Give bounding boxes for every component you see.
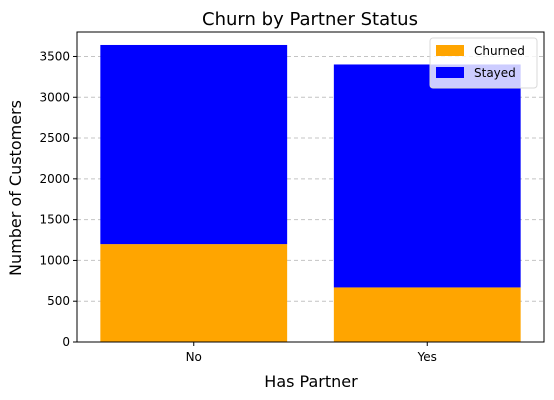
legend-swatch-stayed: [436, 67, 464, 78]
x-tick-label-1: Yes: [417, 350, 437, 364]
legend-swatch-churned: [436, 45, 464, 56]
x-axis-title: Has Partner: [264, 372, 358, 391]
y-tick-label-4: 2000: [39, 172, 70, 186]
y-tick-label-5: 2500: [39, 131, 70, 145]
legend-label-churned: Churned: [474, 44, 525, 58]
bars-layer: [100, 44, 521, 342]
plot-frame: [76, 31, 545, 343]
y-tick-label-7: 3500: [39, 49, 70, 63]
legend-label-stayed: Stayed: [474, 66, 516, 80]
y-tick-label-0: 0: [62, 335, 70, 349]
y-tick-label-6: 3000: [39, 90, 70, 104]
y-tick-label-2: 1000: [39, 253, 70, 267]
bar-no-stayed: [100, 44, 288, 245]
y-axis: 0 500 1000 1500 2000 2500 3000 3500: [39, 49, 77, 349]
legend: Churned Stayed: [429, 37, 538, 89]
x-axis: No Yes: [186, 342, 437, 364]
bar-no-churned: [100, 244, 288, 342]
x-tick-label-0: No: [186, 350, 202, 364]
bar-yes-stayed: [333, 64, 521, 288]
y-tick-label-1: 500: [47, 294, 70, 308]
y-tick-label-3: 1500: [39, 213, 70, 227]
bar-yes-churned: [333, 287, 521, 342]
chart-title: Churn by Partner Status: [202, 9, 418, 30]
y-axis-title: Number of Customers: [6, 100, 25, 276]
